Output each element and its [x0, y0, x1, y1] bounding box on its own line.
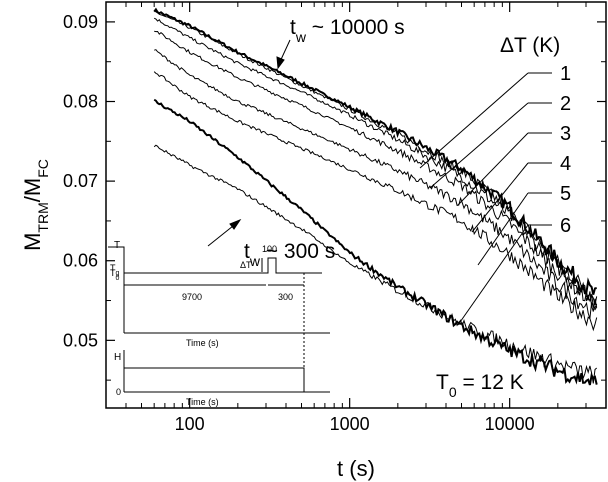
y-tick-label: 0.08: [63, 92, 98, 112]
series-line: [153, 17, 598, 309]
y-tick-label: 0.05: [63, 330, 98, 350]
inset-label-time-bottom: Time (s): [186, 397, 219, 407]
series-line: [153, 144, 598, 384]
legend-leader-line: [457, 224, 529, 326]
legend-leader-line: [471, 162, 529, 233]
legend-title: ΔT (K): [500, 34, 560, 57]
y-tick-label: 0.07: [63, 171, 98, 191]
inset-label-9700: 9700: [182, 292, 202, 302]
inset-label-T0: T0: [110, 268, 120, 282]
inset-label-dT: ΔT: [240, 260, 252, 270]
inset-label-H: H: [114, 352, 121, 363]
inset-labels: T Tg T0 ΔT 100 9700 300 Time (s) H 0 Tim…: [110, 240, 293, 407]
legend-label: 5: [560, 183, 571, 205]
legend-label: 3: [560, 123, 571, 145]
legend-leader-line: [429, 102, 529, 189]
arrowhead-tw-300: [229, 218, 242, 230]
inset-label-300: 300: [278, 292, 293, 302]
inset-label-time-top: Time (s): [186, 338, 219, 348]
annotation-tw-300: tw ~ 300 s: [244, 240, 335, 269]
legend: 1 2 3 4 5 6: [419, 63, 571, 326]
legend-label: 4: [560, 153, 571, 175]
legend-leader-line: [457, 132, 529, 206]
legend-label: 2: [560, 93, 571, 115]
series-line: [153, 10, 598, 306]
y-tick-label: 0.09: [63, 12, 98, 32]
series-line: [153, 71, 598, 332]
annotation-arrows: [207, 39, 291, 247]
x-tick-label: 1000: [330, 414, 370, 434]
series-line: [154, 30, 598, 312]
legend-leader-line: [419, 72, 529, 169]
legend-leader-line: [477, 192, 529, 266]
inset-label-zero: 0: [116, 387, 121, 397]
arrowhead-tw-10000: [276, 56, 285, 70]
series-line: [153, 7, 597, 295]
x-axis-title: t (s): [337, 456, 375, 481]
inset-label-Tg: Tg: [110, 263, 120, 277]
y-tick-label: 0.06: [63, 251, 98, 271]
x-tick-label: 10000: [485, 414, 535, 434]
legend-label: 1: [560, 63, 571, 85]
annotation-tw-10000: tw ~ 10000 s: [290, 16, 405, 45]
inset-label-T: T: [114, 240, 120, 251]
plot-frame: [105, 1, 607, 409]
inset-protocol: [108, 246, 330, 393]
inset-field-profile: [124, 367, 305, 392]
annotation-t0: T0 = 12 K: [436, 371, 524, 400]
x-tick-label: 100: [175, 414, 205, 434]
inset-temperature-profile: [108, 246, 322, 274]
series-line: [154, 49, 598, 319]
series-layer: [153, 7, 598, 386]
axis-ticks: [105, 2, 607, 408]
series-line: [153, 98, 598, 386]
y-axis-title: MTRM/MFC: [20, 159, 51, 251]
inset-label-100: 100: [262, 244, 277, 254]
legend-label: 6: [560, 215, 571, 237]
